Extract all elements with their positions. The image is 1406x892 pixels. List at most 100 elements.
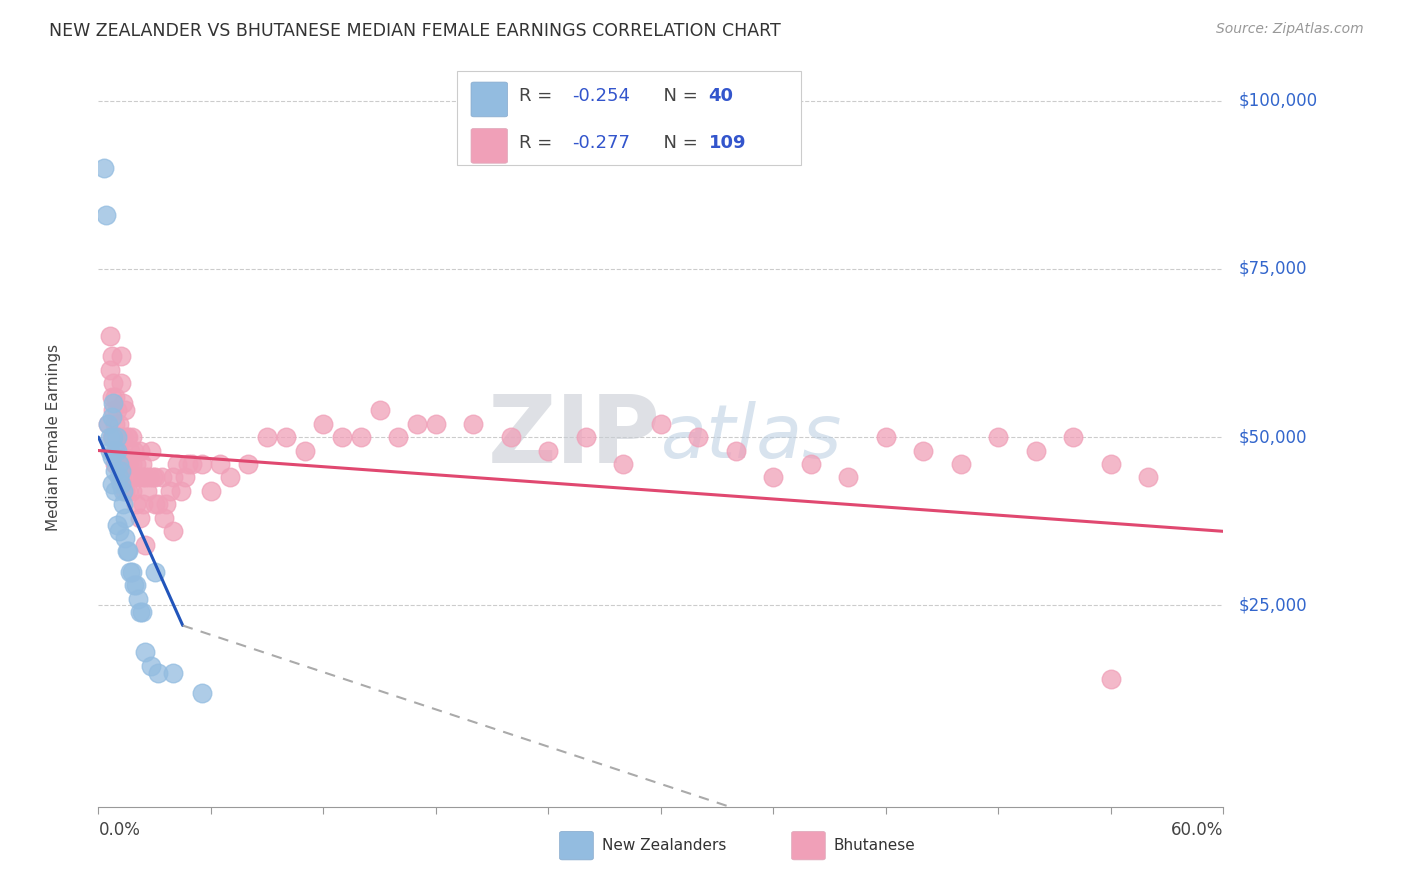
Point	[121, 565, 143, 579]
Point	[98, 363, 121, 377]
Point	[103, 430, 125, 444]
Text: Source: ZipAtlas.com: Source: ZipAtlas.com	[1216, 22, 1364, 37]
Point	[121, 457, 143, 471]
Point	[100, 349, 122, 363]
Text: $75,000: $75,000	[1239, 260, 1306, 277]
Point	[949, 457, 972, 471]
Point	[114, 483, 136, 498]
Point	[98, 430, 121, 444]
Text: 40: 40	[709, 87, 734, 105]
Point	[406, 417, 429, 431]
Point	[987, 430, 1010, 444]
Text: New Zealanders: New Zealanders	[602, 838, 725, 853]
Point	[110, 376, 132, 391]
Point	[122, 470, 145, 484]
Point	[111, 430, 134, 444]
Point	[108, 524, 131, 539]
Point	[117, 457, 139, 471]
Point	[162, 524, 184, 539]
Point	[218, 470, 240, 484]
Point	[537, 443, 560, 458]
Text: R =: R =	[519, 87, 558, 105]
Point	[115, 457, 138, 471]
Text: 109: 109	[709, 134, 747, 152]
Point	[127, 591, 149, 606]
Point	[350, 430, 373, 444]
Point	[117, 430, 139, 444]
Point	[105, 430, 128, 444]
Text: N =: N =	[652, 87, 704, 105]
Point	[1137, 470, 1160, 484]
Point	[190, 686, 212, 700]
Point	[312, 417, 335, 431]
Text: -0.254: -0.254	[572, 87, 630, 105]
Point	[105, 443, 128, 458]
Point	[97, 417, 120, 431]
Point	[114, 450, 136, 465]
Point	[103, 396, 125, 410]
Point	[1099, 673, 1122, 687]
Point	[108, 443, 131, 458]
Point	[139, 659, 162, 673]
Point	[100, 430, 122, 444]
Point	[111, 497, 134, 511]
Point	[93, 161, 115, 175]
Point	[110, 464, 132, 478]
Point	[138, 470, 160, 484]
Point	[143, 565, 166, 579]
Point	[173, 470, 195, 484]
Point	[143, 497, 166, 511]
Point	[132, 497, 155, 511]
Point	[148, 497, 170, 511]
Point	[110, 349, 132, 363]
Point	[98, 329, 121, 343]
Point	[100, 390, 122, 404]
Point	[110, 470, 132, 484]
Point	[1099, 457, 1122, 471]
Point	[105, 430, 128, 444]
Point	[1062, 430, 1084, 444]
Point	[650, 417, 672, 431]
Point	[575, 430, 598, 444]
Point	[100, 477, 122, 491]
Point	[368, 403, 391, 417]
Point	[103, 376, 125, 391]
Point	[131, 457, 153, 471]
Text: 60.0%: 60.0%	[1171, 821, 1223, 838]
Point	[177, 457, 200, 471]
Point	[238, 457, 260, 471]
Text: $100,000: $100,000	[1239, 92, 1317, 110]
Point	[134, 538, 156, 552]
Point	[110, 477, 132, 491]
Point	[104, 417, 127, 431]
Point	[115, 544, 138, 558]
Point	[125, 497, 148, 511]
Point	[117, 544, 139, 558]
Point	[121, 430, 143, 444]
Point	[143, 470, 166, 484]
Text: ZIP: ZIP	[488, 391, 661, 483]
Text: R =: R =	[519, 134, 558, 152]
Point	[762, 470, 785, 484]
Point	[499, 430, 522, 444]
Point	[105, 517, 128, 532]
Point	[330, 430, 353, 444]
Point	[104, 457, 127, 471]
Point	[162, 470, 184, 484]
Text: -0.277: -0.277	[572, 134, 630, 152]
Point	[120, 443, 142, 458]
Point	[912, 443, 935, 458]
Point	[134, 470, 156, 484]
Point	[122, 578, 145, 592]
Point	[131, 605, 153, 619]
Point	[117, 483, 139, 498]
Point	[800, 457, 823, 471]
Point	[256, 430, 278, 444]
Text: $25,000: $25,000	[1239, 597, 1306, 615]
Point	[153, 511, 176, 525]
Point	[612, 457, 634, 471]
Point	[111, 396, 134, 410]
Point	[134, 645, 156, 659]
Point	[104, 443, 127, 458]
Point	[100, 450, 122, 465]
